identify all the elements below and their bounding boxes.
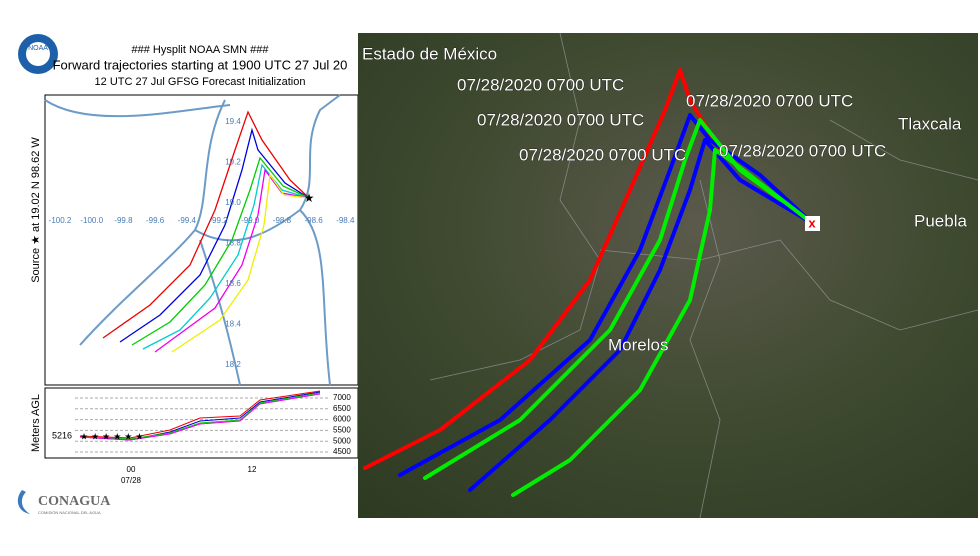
lat-label: 18.2 [225,360,241,369]
height-tick-label: 5500 [333,426,351,435]
source-x: x [808,215,816,230]
lon-label: -98.8 [273,216,292,225]
conagua-name: CONAGUA [38,494,111,509]
source-marker [805,216,820,231]
timestamp: 07/28/2020 0700 UTC [719,141,886,160]
trajectories [102,110,310,353]
height-tick-label: 7000 [333,393,351,402]
timestamp: 07/28/2020 0700 UTC [686,91,853,110]
lat-label: 18.8 [225,239,241,248]
lon-label: -99.0 [241,216,260,225]
height-tick-label: 4500 [333,447,351,456]
satellite-map [358,33,978,518]
map-trajectories [363,68,814,497]
lat-label: 19.4 [225,117,241,126]
height-traces [79,390,321,441]
noaa-logo: NOAA [18,34,58,74]
height-tick-label: 5000 [333,436,351,445]
timestamp: 07/28/2020 0700 UTC [457,75,624,94]
timestamp: 07/28/2020 0700 UTC [519,145,686,164]
source-label: Source ★ at 19.02 N 98.62 W [30,137,42,283]
header-line: 12 UTC 27 Jul GFSG Forecast Initializati… [95,76,306,88]
header-line: Forward trajectories starting at 1900 UT… [53,57,348,72]
height-tick-label: 6500 [333,404,351,413]
map-label: Puebla [914,211,967,230]
height-axis-label: Meters AGL [30,394,42,452]
map-label: Estado de México [362,44,497,63]
lon-label: -99.2 [209,216,228,225]
source-height: 5216 [52,430,72,440]
lat-label: 18.6 [225,279,241,288]
header-line: ### Hysplit NOAA SMN ### [132,44,270,56]
lon-label: -99.4 [178,216,197,225]
lat-label: 19.0 [225,198,241,207]
time-label: 00 [127,465,136,474]
lon-label: -100.2 [49,216,72,225]
lon-labels: -100.2 -100.0 -99.8 -99.6 -99.4 -99.2 -99.0 -98… [49,216,355,225]
time-label: 12 [248,465,257,474]
conagua-subtitle: COMISIÓN NACIONAL DEL AGUA [38,510,101,515]
height-stars: ★★★★★★ [80,431,146,441]
lon-label: -99.8 [114,216,133,225]
height-tick-label: 6000 [333,415,351,424]
noaa-text: NOAA [28,45,48,52]
lon-label: -99.6 [146,216,165,225]
source-star: ★ [304,191,315,205]
lon-label: -98.6 [304,216,323,225]
lat-labels: 19.4 19.2 19.0 18.8 18.6 18.4 18.2 [225,117,241,369]
map-label: Morelos [608,335,668,354]
map-label: Tlaxcala [898,114,962,133]
lat-label: 19.2 [225,158,241,167]
lon-label: -98.4 [336,216,355,225]
conagua-icon [17,490,30,514]
date-label: 07/28 [121,476,142,485]
lat-label: 18.4 [225,320,241,329]
lon-label: -100.0 [80,216,103,225]
timestamp: 07/28/2020 0700 UTC [477,110,644,129]
borders [44,94,341,386]
